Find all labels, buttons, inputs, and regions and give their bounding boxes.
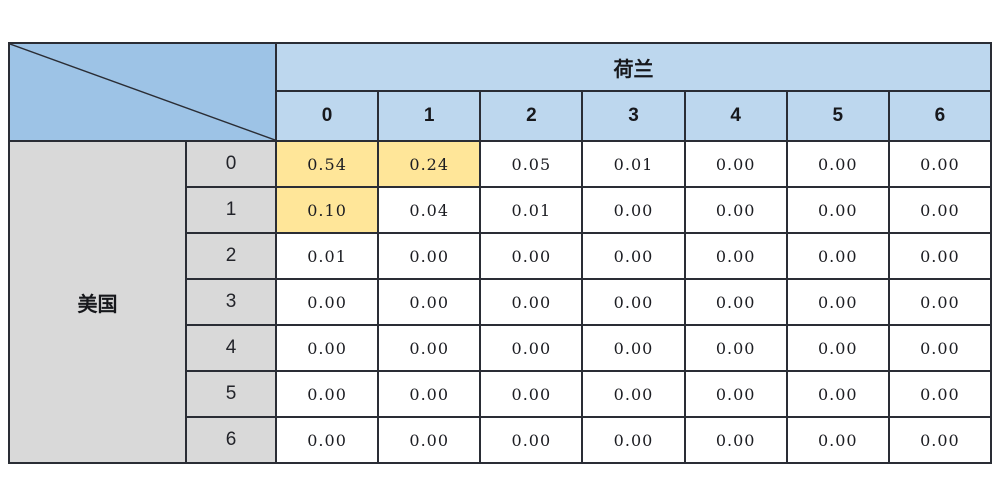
cell-r6-c4: 0.00 bbox=[683, 416, 788, 464]
cell-r1-c1: 0.04 bbox=[377, 186, 482, 234]
cell-r2-c3: 0.00 bbox=[581, 232, 686, 280]
cell-r4-c4: 0.00 bbox=[683, 324, 788, 372]
col-header-2: 2 bbox=[479, 90, 584, 142]
cell-r2-c1: 0.00 bbox=[377, 232, 482, 280]
cell-r2-c5: 0.00 bbox=[785, 232, 890, 280]
cell-r1-c0: 0.10 bbox=[274, 186, 380, 234]
cell-r5-c4: 0.00 bbox=[683, 370, 788, 418]
row-header-4: 4 bbox=[185, 324, 277, 372]
cell-r1-c6: 0.00 bbox=[887, 186, 993, 234]
cell-r6-c3: 0.00 bbox=[581, 416, 686, 464]
diagonal-divider-icon bbox=[10, 44, 275, 140]
cell-r5-c2: 0.00 bbox=[479, 370, 584, 418]
cell-r2-c4: 0.00 bbox=[683, 232, 788, 280]
row-header-2: 2 bbox=[185, 232, 277, 280]
table-row: 美国 0 0.54 0.24 0.05 0.01 0.00 0.00 0.00 bbox=[8, 140, 993, 464]
col-header-1: 1 bbox=[377, 90, 482, 142]
table-row: 3 0.00 0.00 0.00 0.00 0.00 0.00 0.00 bbox=[9, 278, 993, 326]
cell-r2-c6: 0.00 bbox=[887, 232, 993, 280]
column-group-row: 荷兰 bbox=[8, 42, 992, 142]
cell-r6-c0: 0.00 bbox=[274, 416, 380, 464]
cell-r3-c0: 0.00 bbox=[274, 278, 380, 326]
cell-r3-c5: 0.00 bbox=[785, 278, 890, 326]
cell-r6-c2: 0.00 bbox=[479, 416, 584, 464]
cell-r6-c5: 0.00 bbox=[785, 416, 890, 464]
table-row: 1 0.10 0.04 0.01 0.00 0.00 0.00 0.00 bbox=[9, 186, 993, 234]
cell-r1-c3: 0.00 bbox=[581, 186, 686, 234]
cell-r5-c3: 0.00 bbox=[581, 370, 686, 418]
cell-r5-c5: 0.00 bbox=[785, 370, 890, 418]
cell-r5-c1: 0.00 bbox=[377, 370, 482, 418]
cell-r1-c2: 0.01 bbox=[479, 186, 584, 234]
table-row: 5 0.00 0.00 0.00 0.00 0.00 0.00 0.00 bbox=[9, 370, 993, 418]
cell-r5-c0: 0.00 bbox=[274, 370, 380, 418]
cell-r0-c2: 0.05 bbox=[479, 140, 584, 188]
cell-r3-c4: 0.00 bbox=[683, 278, 788, 326]
cell-r0-c0: 0.54 bbox=[274, 140, 380, 188]
cell-r0-c3: 0.01 bbox=[581, 140, 686, 188]
cell-r4-c3: 0.00 bbox=[581, 324, 686, 372]
col-header-0: 0 bbox=[274, 90, 380, 142]
cell-r3-c3: 0.00 bbox=[581, 278, 686, 326]
cell-r1-c5: 0.00 bbox=[785, 186, 890, 234]
col-header-3: 3 bbox=[581, 90, 686, 142]
row-header-5: 5 bbox=[185, 370, 277, 418]
col-header-5: 5 bbox=[785, 90, 890, 142]
cell-r2-c2: 0.00 bbox=[479, 232, 584, 280]
cell-r0-c4: 0.00 bbox=[683, 140, 788, 188]
corner-cell bbox=[8, 42, 277, 142]
cell-r4-c6: 0.00 bbox=[887, 324, 993, 372]
row-header-6: 6 bbox=[185, 416, 277, 464]
cell-r0-c1: 0.24 bbox=[377, 140, 482, 188]
cell-r4-c2: 0.00 bbox=[479, 324, 584, 372]
cell-r4-c0: 0.00 bbox=[274, 324, 380, 372]
row-header-1: 1 bbox=[185, 186, 277, 234]
row-group-header: 美国 bbox=[8, 140, 187, 464]
table-row: 6 0.00 0.00 0.00 0.00 0.00 0.00 0.00 bbox=[9, 416, 993, 464]
row-header-0: 0 bbox=[185, 140, 277, 188]
cell-r3-c2: 0.00 bbox=[479, 278, 584, 326]
cell-r0-c5: 0.00 bbox=[785, 140, 890, 188]
cell-r1-c4: 0.00 bbox=[683, 186, 788, 234]
cell-r3-c1: 0.00 bbox=[377, 278, 482, 326]
cell-r0-c6: 0.00 bbox=[887, 140, 993, 188]
table-row: 4 0.00 0.00 0.00 0.00 0.00 0.00 0.00 bbox=[9, 324, 993, 372]
cell-r4-c1: 0.00 bbox=[377, 324, 482, 372]
col-header-4: 4 bbox=[683, 90, 788, 142]
col-header-6: 6 bbox=[887, 90, 993, 142]
cell-r5-c6: 0.00 bbox=[887, 370, 993, 418]
column-group-header: 荷兰 bbox=[275, 42, 992, 92]
table-row: 2 0.01 0.00 0.00 0.00 0.00 0.00 0.00 bbox=[9, 232, 993, 280]
cell-r2-c0: 0.01 bbox=[274, 232, 380, 280]
cell-r4-c5: 0.00 bbox=[785, 324, 890, 372]
cell-r6-c1: 0.00 bbox=[377, 416, 482, 464]
cell-r3-c6: 0.00 bbox=[887, 278, 993, 326]
cell-r6-c6: 0.00 bbox=[887, 416, 993, 464]
row-header-3: 3 bbox=[185, 278, 277, 326]
